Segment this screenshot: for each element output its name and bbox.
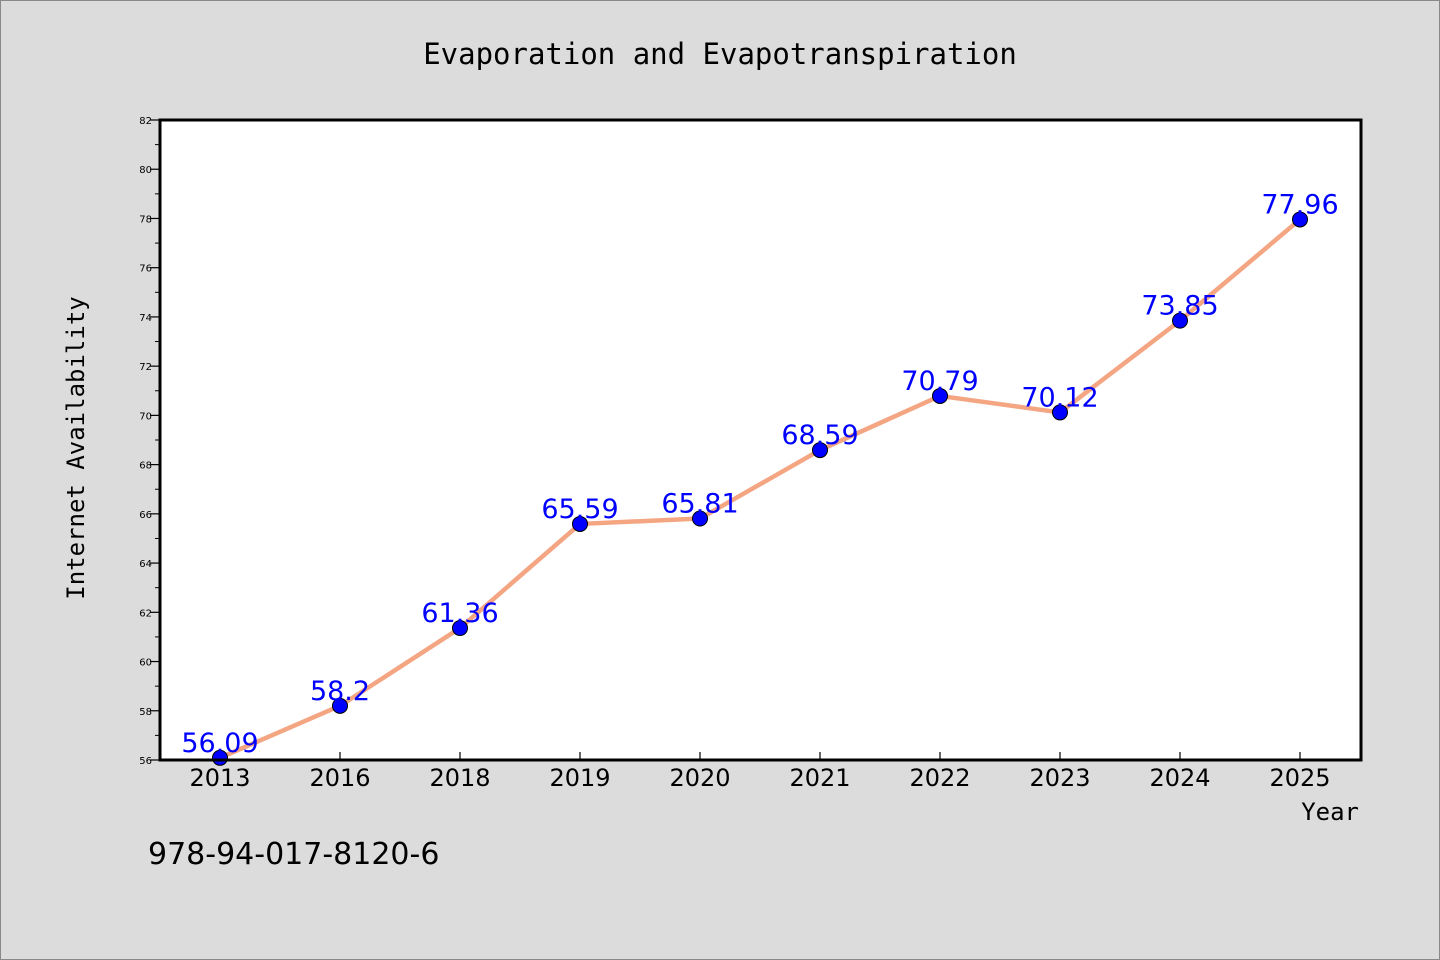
data-labels: 56.09 58.2 61.36 65.59 65.81 68.59 70.79 70.12 7… <box>181 189 1338 758</box>
plot-frame <box>158 118 1363 762</box>
data-point <box>692 510 708 527</box>
y-tick-label: 56 <box>139 756 152 767</box>
y-axis-label: Internet Availability <box>62 296 90 599</box>
data-label: 58.2 <box>310 676 370 707</box>
data-point <box>332 697 348 714</box>
y-tick-label: 82 <box>139 116 152 127</box>
x-tick-label: 2013 <box>189 764 250 792</box>
plot-area <box>160 120 1361 760</box>
data-label: 61.36 <box>421 598 498 629</box>
y-tick-label: 76 <box>139 264 152 275</box>
y-tick-label: 78 <box>139 214 152 225</box>
x-tick-label: 2020 <box>669 764 730 792</box>
series-line <box>217 217 1303 761</box>
x-tick-label: 2016 <box>309 764 370 792</box>
y-axis: 56 58 60 62 64 66 68 70 72 74 76 78 80 82 <box>139 116 160 767</box>
data-label: 70.12 <box>1021 382 1098 413</box>
y-tick-label: 80 <box>139 165 152 176</box>
y-tick-label: 64 <box>139 559 152 570</box>
y-tick-label: 68 <box>139 461 152 472</box>
data-label: 73.85 <box>1141 291 1218 322</box>
data-point <box>212 749 228 766</box>
x-tick-label: 2023 <box>1029 764 1090 792</box>
data-label: 77.96 <box>1261 189 1338 220</box>
x-tick-label: 2018 <box>429 764 490 792</box>
x-axis: 2013 2016 2018 2019 2020 2021 2022 2023 2024 2025 <box>189 752 1331 792</box>
x-tick-label: 2024 <box>1149 764 1210 792</box>
x-axis-label: Year <box>1301 798 1359 826</box>
y-tick-label: 62 <box>139 608 152 619</box>
y-tick-label: 74 <box>139 313 152 324</box>
y-tick-label: 72 <box>139 362 152 373</box>
data-point <box>1172 312 1188 329</box>
data-label: 56.09 <box>181 728 258 759</box>
x-tick-label: 2021 <box>789 764 850 792</box>
data-label: 65.59 <box>541 494 618 525</box>
data-label: 70.79 <box>901 366 978 397</box>
x-tick-label: 2019 <box>549 764 610 792</box>
x-tick-label: 2025 <box>1269 764 1330 792</box>
data-point <box>452 620 468 637</box>
data-point <box>932 387 948 404</box>
x-tick-label: 2022 <box>909 764 970 792</box>
caption-text: 978-94-017-8120-6 <box>148 837 439 872</box>
data-label: 68.59 <box>781 420 858 451</box>
y-tick-label: 58 <box>139 707 152 718</box>
y-tick-label: 70 <box>139 411 152 422</box>
data-point <box>1052 404 1068 421</box>
data-markers <box>212 211 1308 766</box>
data-label: 65.81 <box>661 489 738 520</box>
chart-title: Evaporation and Evapotranspiration <box>423 37 1017 71</box>
data-point <box>572 515 588 532</box>
data-point <box>812 442 828 459</box>
y-tick-label: 66 <box>139 510 152 521</box>
data-point <box>1292 211 1308 228</box>
y-tick-label: 60 <box>139 658 152 669</box>
